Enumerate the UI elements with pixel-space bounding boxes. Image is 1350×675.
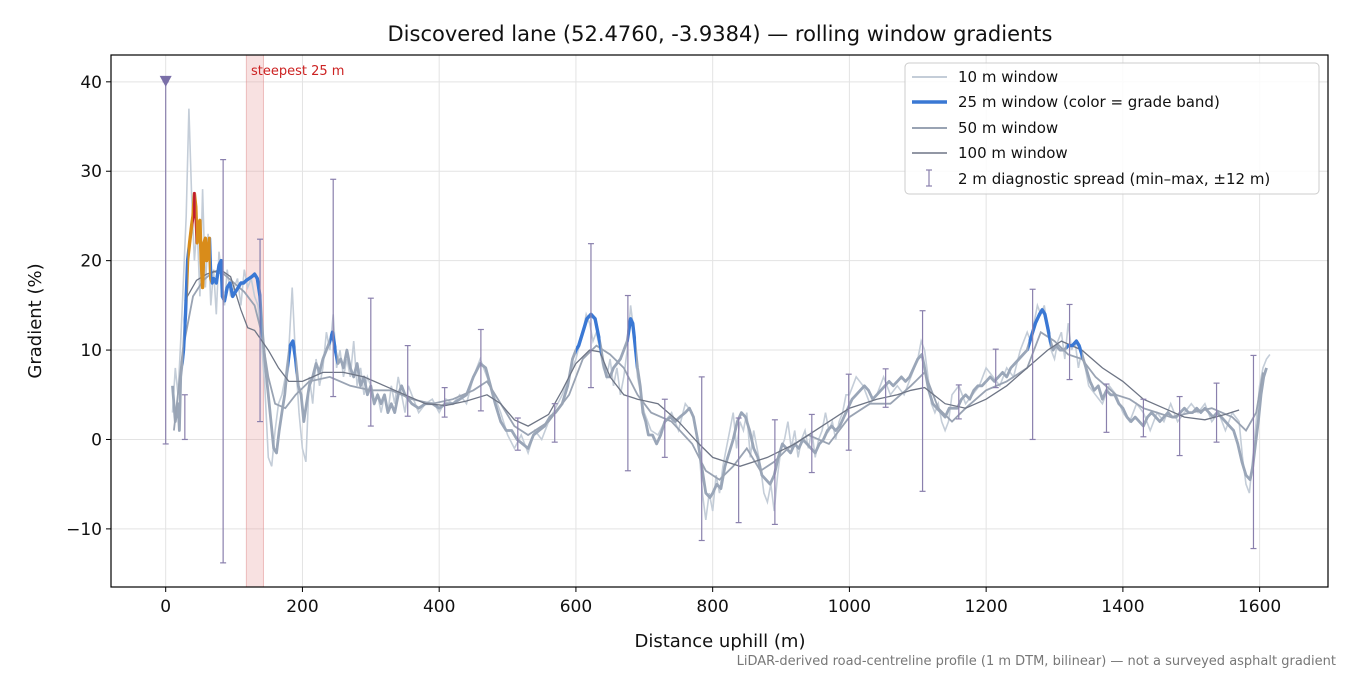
errorbar (1066, 303, 1073, 381)
series-25m-band-mid (1066, 339, 1082, 361)
errorbar (882, 368, 889, 408)
y-tick-label: 0 (91, 430, 102, 450)
x-tick-label: 200 (286, 597, 318, 617)
errorbar (367, 297, 374, 427)
errorbar (441, 387, 448, 418)
x-tick-label: 1000 (828, 597, 871, 617)
errorbar (220, 159, 227, 564)
errorbar (1250, 354, 1257, 550)
x-tick-label: 1600 (1238, 597, 1281, 617)
x-tick-label: 0 (160, 597, 171, 617)
errorbar (808, 413, 815, 474)
plot-area (171, 108, 1271, 521)
legend-label-25m: 25 m window (color = grade band) (958, 93, 1220, 111)
legend-label-50m: 50 m window (958, 119, 1058, 137)
series-100m-line (184, 268, 1240, 467)
axis-ticks: 0 200 400 600 800 1000 1200 1400 1600 −10 0 10 20 30 4… (66, 73, 1281, 617)
errorbar (514, 417, 521, 451)
errorbar (1029, 288, 1036, 441)
errorbar (919, 310, 926, 492)
errorbar (1176, 395, 1183, 457)
errorbar (551, 403, 558, 443)
series-50m-line (173, 270, 1264, 481)
legend-swatch-errorbar (926, 169, 932, 187)
errorbar (404, 344, 411, 417)
footnote: LiDAR-derived road-centreline profile (1… (737, 654, 1336, 669)
plot-frame (110, 54, 1329, 588)
y-tick-label: 30 (80, 162, 102, 182)
errorbar (477, 328, 484, 412)
errorbar (992, 348, 999, 389)
errorbar (624, 294, 631, 472)
x-tick-label: 400 (423, 597, 455, 617)
y-tick-label: −10 (66, 520, 102, 540)
errorbar (661, 398, 668, 458)
y-tick-label: 40 (80, 73, 102, 93)
errorbar (1140, 398, 1147, 438)
errorbar (587, 243, 594, 389)
steepest-annotation: steepest 25 m (251, 64, 344, 79)
errorbar (771, 419, 778, 526)
errorbar (735, 417, 742, 524)
legend-label-10m: 10 m window (958, 68, 1058, 86)
x-tick-label: 1400 (1101, 597, 1144, 617)
y-axis-label: Gradient (%) (25, 263, 46, 378)
errorbar (330, 178, 337, 398)
errorbar (845, 373, 852, 451)
x-axis-label: Distance uphill (m) (635, 631, 806, 652)
legend: 10 m window 25 m window (color = grade b… (904, 62, 1320, 195)
y-tick-label: 10 (80, 341, 102, 361)
y-tick-label: 20 (80, 252, 102, 272)
errorbar (1213, 382, 1220, 443)
legend-box (904, 62, 1320, 195)
legend-label-errorbar: 2 m diagnostic spread (min–max, ±12 m) (958, 170, 1270, 188)
x-tick-label: 1200 (965, 597, 1008, 617)
x-tick-label: 600 (560, 597, 592, 617)
errorbar (181, 394, 188, 441)
chart-title: Discovered lane (52.4760, -3.9384) — rol… (388, 22, 1053, 46)
start-marker (159, 75, 172, 87)
errorbar (257, 238, 264, 423)
errorbar (955, 384, 962, 420)
legend-label-100m: 100 m window (958, 144, 1068, 162)
errorbars (159, 75, 1257, 564)
x-tick-label: 800 (696, 597, 728, 617)
errorbar (698, 376, 705, 542)
errorbar (1103, 383, 1110, 433)
